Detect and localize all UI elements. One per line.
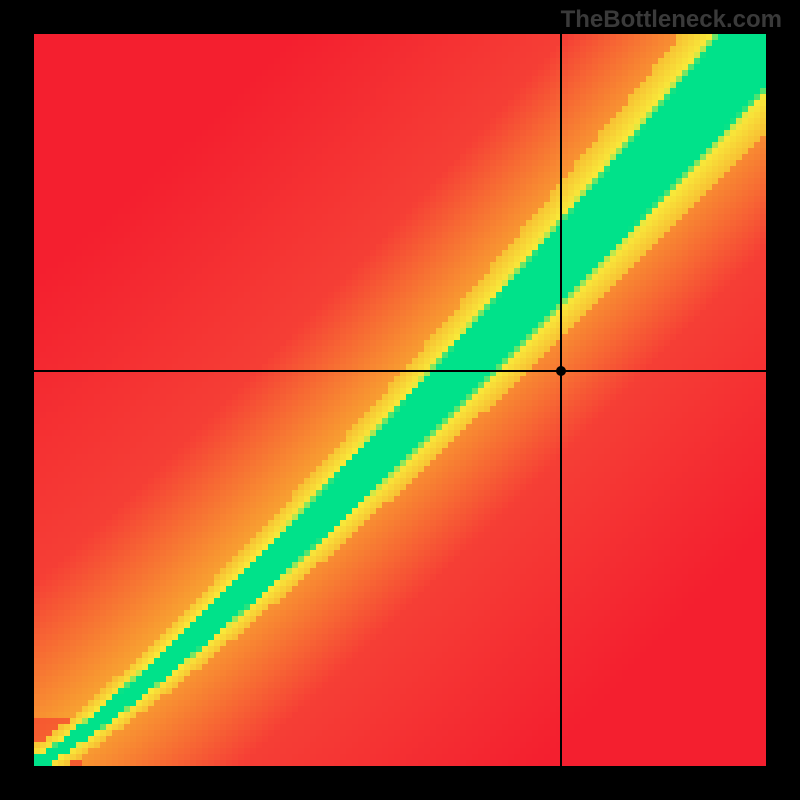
crosshair-vertical [560,34,562,766]
watermark-text: TheBottleneck.com [561,6,782,34]
crosshair-horizontal [34,370,766,372]
crosshair-marker [556,366,566,376]
bottleneck-heatmap [34,34,766,766]
chart-frame [34,34,766,766]
